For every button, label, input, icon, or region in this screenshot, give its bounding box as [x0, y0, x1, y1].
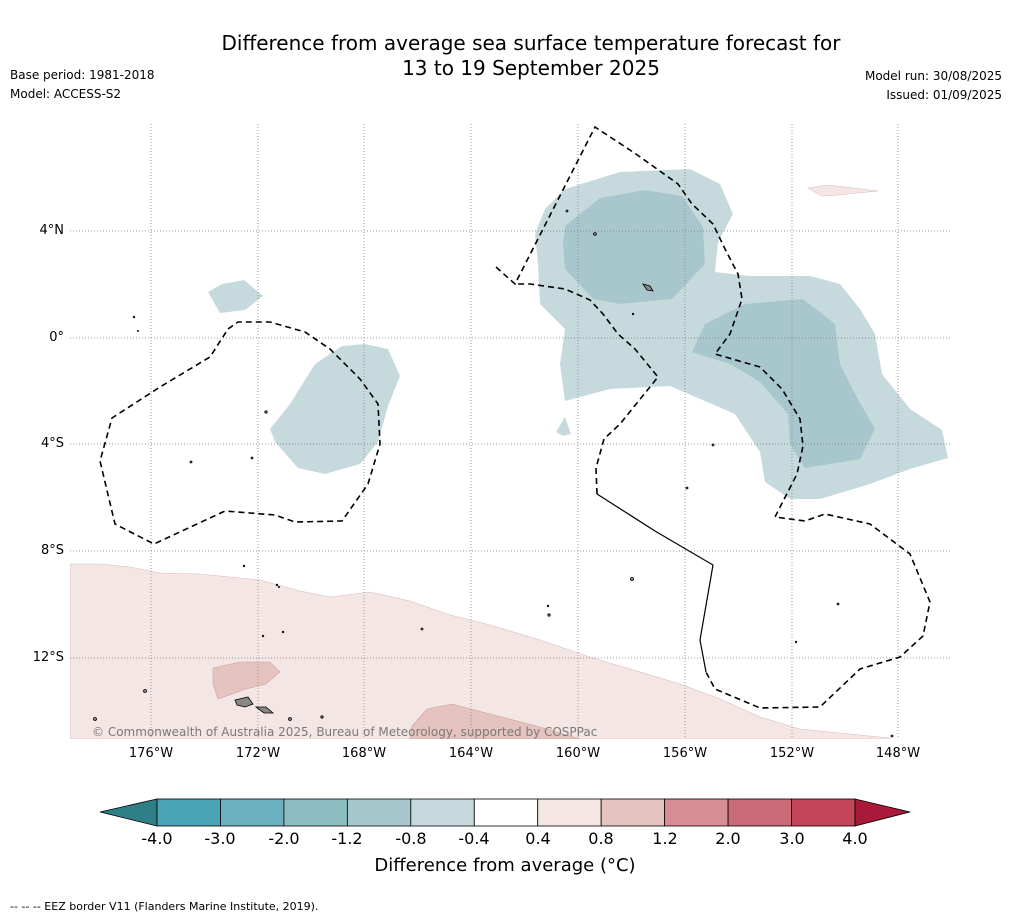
- warm-anomaly-patch-west: [212, 661, 281, 700]
- warm-anomaly-patch-south: [409, 703, 581, 739]
- island-baker: [132, 315, 136, 319]
- colorbar-segment-5: [473, 798, 539, 827]
- lon-label-152w: 152°W: [769, 746, 815, 761]
- model-name: Model: ACCESS-S2: [10, 87, 122, 101]
- island-starbuck: [685, 486, 689, 490]
- eez-border-cook-islands: [515, 283, 660, 495]
- model-run: Model run: 30/08/2025: [864, 69, 1002, 83]
- island-penrhyn: [630, 577, 634, 581]
- island-manihiki: [547, 613, 551, 617]
- cool-anomaly-core-north: [563, 190, 705, 304]
- colorbar-tick-1: -3.0: [204, 829, 236, 848]
- cool-anomaly-northwest-patch: [208, 280, 263, 313]
- colorbar-segment-1: [220, 798, 285, 827]
- island-swains: [264, 410, 268, 414]
- island-howland: [137, 329, 140, 332]
- colorbar-tick-10: 3.0: [779, 829, 805, 848]
- island-flint: [890, 734, 894, 738]
- colorbar-segment-4: [410, 798, 475, 827]
- lon-label-160w: 160°W: [555, 746, 601, 761]
- island-futuna: [93, 717, 97, 721]
- warm-anomaly-band: [70, 563, 891, 739]
- colorbar-segment-6: [537, 798, 602, 827]
- island-atafu: [250, 456, 254, 460]
- sst-anomaly-map: © Commonwealth of Australia 2025, Bureau…: [70, 124, 950, 739]
- island-kanton: [189, 460, 193, 464]
- island-malden: [711, 443, 715, 447]
- lat-label-4n: 4°N: [39, 223, 65, 238]
- colorbar-segments: [156, 798, 856, 827]
- colorbar: [100, 798, 911, 827]
- lat-label-8s: 8°S: [40, 543, 64, 558]
- lat-label-12s: 12°S: [32, 650, 64, 665]
- island-suwarrow: [261, 634, 265, 638]
- eez-border-tokelau-kiribati: [99, 321, 381, 545]
- island-caroline: [836, 602, 840, 606]
- colorbar-segment-3: [346, 798, 412, 827]
- lon-label-168w: 168°W: [341, 746, 387, 761]
- copyright-notice: © Commonwealth of Australia 2025, Bureau…: [92, 725, 597, 739]
- colorbar-tick-2: -2.0: [268, 829, 300, 848]
- meta-right: Model run: 30/08/2025 Issued: 01/09/2025: [865, 67, 1002, 105]
- colorbar-segment-7: [600, 798, 666, 827]
- colorbar-tick-0: -4.0: [141, 829, 173, 848]
- island-rakahanga: [546, 604, 550, 608]
- graticule: [70, 124, 950, 739]
- lon-label-164w: 164°W: [448, 746, 494, 761]
- colorbar-segment-10: [791, 798, 856, 827]
- cool-anomaly-central-region: [270, 344, 400, 474]
- colorbar-tick-6: 0.4: [525, 829, 551, 848]
- title-line-2: 13 to 19 September 2025: [402, 56, 660, 80]
- colorbar-tick-4: -0.8: [395, 829, 427, 848]
- meta-left: Base period: 1981-2018 Model: ACCESS-S2: [10, 66, 155, 104]
- title-line-1: Difference from average sea surface temp…: [221, 31, 841, 55]
- eez-footnote: -- -- -- EEZ border V11 (Flanders Marine…: [10, 900, 319, 913]
- base-period: Base period: 1981-2018: [10, 68, 155, 82]
- islands: [93, 209, 894, 738]
- lon-label-156w: 156°W: [662, 746, 708, 761]
- island-teraina: [565, 209, 569, 213]
- island-vostok: [794, 640, 798, 644]
- island-nukunonu: [277, 585, 280, 588]
- island-tutuila: [288, 717, 292, 721]
- eez-borders: [99, 125, 931, 709]
- island-jarvis: [631, 312, 635, 316]
- lat-label-0: 0°: [49, 330, 64, 345]
- island-manua: [320, 715, 324, 719]
- colorbar-segment-0: [156, 798, 221, 827]
- issued-date: Issued: 01/09/2025: [886, 88, 1002, 102]
- island-niuafoou: [281, 630, 285, 634]
- colorbar-over-arrow: [854, 798, 911, 827]
- colorbar-segment-8: [664, 798, 729, 827]
- island-wallis: [143, 689, 147, 693]
- page-title: Difference from average sea surface temp…: [181, 31, 881, 81]
- colorbar-tick-7: 0.8: [588, 829, 614, 848]
- cool-anomaly-core-east: [692, 299, 875, 468]
- colorbar-tick-5: -0.4: [458, 829, 490, 848]
- lon-label-176w: 176°W: [128, 746, 174, 761]
- lon-label-172w: 172°W: [235, 746, 281, 761]
- island-kiritimati: [642, 283, 654, 292]
- lat-label-4s: 4°S: [40, 436, 64, 451]
- eez-border-solid-segment: [596, 493, 714, 673]
- island-savaii: [234, 696, 254, 708]
- lon-label-148w: 148°W: [875, 746, 921, 761]
- colorbar-label: Difference from average (°C): [374, 855, 636, 876]
- colorbar-segment-2: [283, 798, 348, 827]
- island-nikumaroro: [242, 564, 246, 568]
- colorbar-tick-11: 4.0: [842, 829, 868, 848]
- colorbar-under-arrow: [100, 798, 158, 827]
- eez-border-line-islands: [495, 125, 931, 709]
- colorbar-tick-9: 2.0: [715, 829, 741, 848]
- colorbar-tick-3: -1.2: [331, 829, 363, 848]
- colorbar-segment-9: [727, 798, 792, 827]
- island-tabuaeran: [593, 232, 597, 236]
- colorbar-tick-8: 1.2: [652, 829, 678, 848]
- island-upolu: [254, 706, 275, 714]
- island-pukapuka: [420, 627, 424, 631]
- cool-anomaly-small-patch: [556, 417, 571, 436]
- warm-anomaly-patch-north: [807, 184, 879, 197]
- island-fakaofo: [275, 583, 279, 587]
